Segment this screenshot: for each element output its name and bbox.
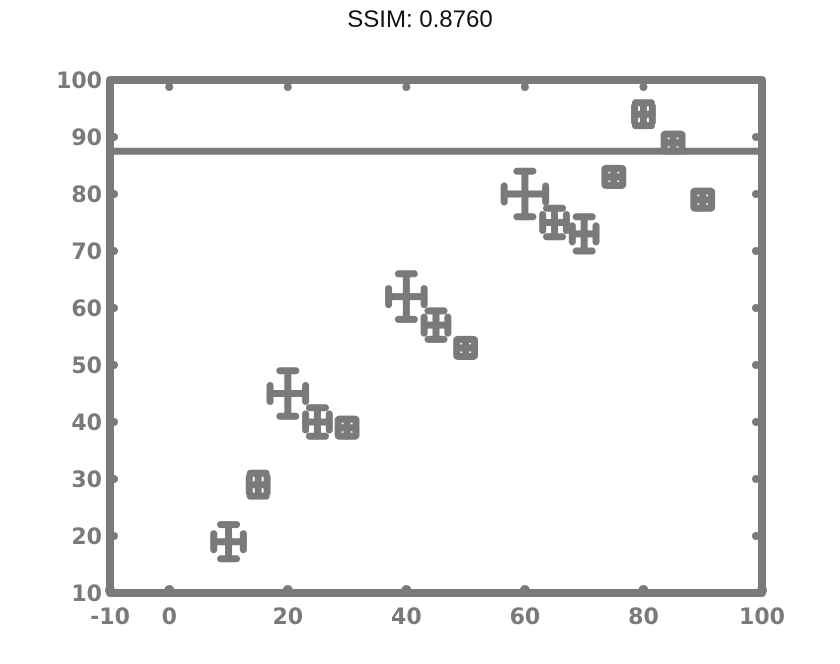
y-tick [110, 475, 118, 483]
y-tick [110, 532, 118, 540]
point-marker [254, 480, 263, 489]
chart-title: SSIM: 0.8760 [347, 6, 493, 33]
x-tick-label: 20 [273, 605, 304, 630]
y-tick-right [752, 247, 760, 255]
y-tick [110, 418, 118, 426]
y-tick-right [752, 361, 760, 369]
point-marker [639, 110, 648, 119]
data-point [539, 204, 570, 241]
point-marker [698, 195, 707, 204]
x-tick-label: 40 [391, 605, 422, 630]
data-point [660, 130, 686, 155]
data-point [210, 521, 247, 563]
x-tick [638, 585, 649, 595]
data-point [631, 99, 656, 130]
data-point [302, 404, 333, 440]
y-tick-label: 80 [71, 183, 102, 208]
y-tick-label: 10 [71, 582, 102, 607]
data-point [690, 187, 716, 212]
y-tick [110, 247, 118, 255]
data-point [385, 270, 428, 323]
y-tick [110, 190, 118, 198]
x-tick [282, 585, 293, 595]
x-tick-top [639, 83, 648, 91]
x-tick [519, 585, 530, 595]
x-tick [164, 585, 175, 595]
point-marker [224, 537, 233, 546]
x-tick-top [402, 83, 411, 91]
data-point [453, 335, 479, 360]
x-tick [401, 585, 412, 595]
x-tick-top [758, 83, 766, 91]
y-tick [110, 589, 118, 597]
data-point [568, 213, 600, 255]
y-tick [110, 76, 118, 84]
x-tick-label: 0 [162, 605, 177, 630]
data-point [245, 469, 271, 500]
y-tick-right [752, 304, 760, 312]
y-tick [110, 304, 118, 312]
y-tick-label: 40 [71, 411, 102, 436]
y-tick-label: 70 [71, 240, 102, 265]
point-marker [520, 190, 529, 198]
y-tick-label: 90 [71, 126, 102, 151]
x-tick-label: 80 [628, 605, 659, 630]
data-point [266, 367, 310, 420]
y-tick-right [752, 418, 760, 426]
point-marker [343, 423, 352, 432]
point-marker [402, 292, 411, 301]
x-tick-label: -10 [90, 605, 130, 630]
y-tick-right [752, 589, 760, 597]
point-marker [283, 389, 292, 398]
point-marker [313, 418, 322, 426]
data-point [334, 415, 360, 440]
y-tick-label: 30 [71, 468, 102, 493]
point-marker [461, 343, 470, 352]
y-tick-right [752, 133, 760, 141]
data-point [601, 164, 627, 189]
y-tick-right [752, 76, 760, 84]
x-tick-top [106, 83, 114, 91]
y-tick-right [752, 475, 760, 483]
point-marker [669, 138, 678, 147]
y-tick-label: 100 [56, 69, 102, 94]
y-tick-label: 20 [71, 525, 102, 550]
x-tick-top [520, 83, 529, 91]
data-point [420, 307, 452, 343]
point-marker [550, 218, 559, 227]
x-tick-label: 60 [510, 605, 541, 630]
x-tick-top [283, 83, 292, 91]
plot-frame [106, 76, 766, 597]
y-tick-label: 60 [71, 297, 102, 322]
x-tick-top [165, 83, 174, 91]
point-marker [609, 172, 618, 181]
y-tick-right [752, 190, 760, 198]
x-tick-label: 100 [739, 605, 785, 630]
point-marker [580, 229, 589, 238]
y-tick-label: 50 [71, 354, 102, 379]
point-marker [432, 321, 440, 330]
y-tick [110, 133, 118, 141]
y-tick-right [752, 532, 760, 540]
y-tick [110, 361, 118, 369]
data-point [500, 167, 550, 221]
